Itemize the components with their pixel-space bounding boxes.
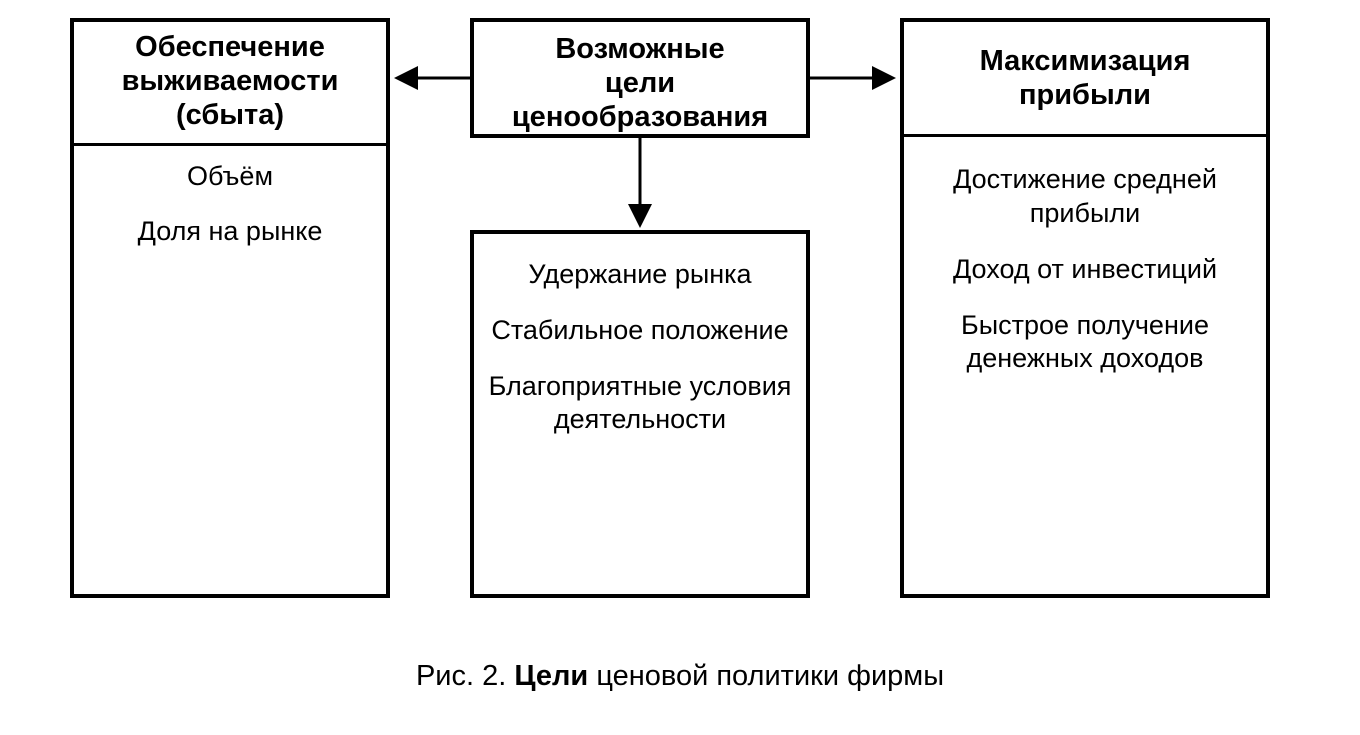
node-center-title-line2: цели: [605, 67, 675, 99]
node-right-body: Достижение средней прибыли Доход от инве…: [904, 137, 1266, 390]
node-left-title-line2: выживаемости: [122, 65, 339, 97]
node-right-item-2: Быстрое получение денежных доходов: [914, 309, 1256, 377]
node-right-title-line2: прибыли: [1019, 79, 1151, 111]
node-bottom-item-2: Благоприятные условия деятельности: [484, 370, 796, 438]
node-left-title-line1: Обеспечение: [135, 31, 325, 63]
diagram-canvas: Обеспечение выживаемости (сбыта) Объём Д…: [0, 0, 1360, 735]
node-center-title-line3: ценообразования: [512, 101, 768, 133]
node-bottom-item-1: Стабильное положение: [484, 314, 796, 348]
caption-prefix: Рис. 2.: [416, 660, 514, 692]
node-left-header: Обеспечение выживаемости (сбыта): [74, 22, 386, 146]
caption-bold: Цели: [514, 660, 588, 692]
figure-caption: Рис. 2. Цели ценовой политики фирмы: [0, 660, 1360, 693]
node-left-title-line3: (сбыта): [176, 99, 284, 131]
node-right-item-0: Достижение средней прибыли: [914, 163, 1256, 231]
node-left: Обеспечение выживаемости (сбыта) Объём Д…: [70, 18, 390, 598]
node-right: Максимизация прибыли Достижение средней …: [900, 18, 1270, 598]
node-bottom-body: Удержание рынка Стабильное положение Бла…: [474, 234, 806, 451]
node-right-title-line1: Максимизация: [980, 45, 1191, 77]
node-bottom: Удержание рынка Стабильное положение Бла…: [470, 230, 810, 598]
node-left-item-1: Доля на рынке: [84, 215, 376, 249]
node-bottom-item-0: Удержание рынка: [484, 258, 796, 292]
node-right-item-1: Доход от инвестиций: [914, 253, 1256, 287]
node-left-body: Объём Доля на рынке: [74, 146, 386, 264]
node-left-item-0: Объём: [84, 160, 376, 194]
node-right-header: Максимизация прибыли: [904, 22, 1266, 137]
caption-rest: ценовой политики фирмы: [588, 660, 944, 692]
node-center-title-line1: Возможные: [555, 33, 724, 65]
node-center: Возможные цели ценообразования: [470, 18, 810, 138]
